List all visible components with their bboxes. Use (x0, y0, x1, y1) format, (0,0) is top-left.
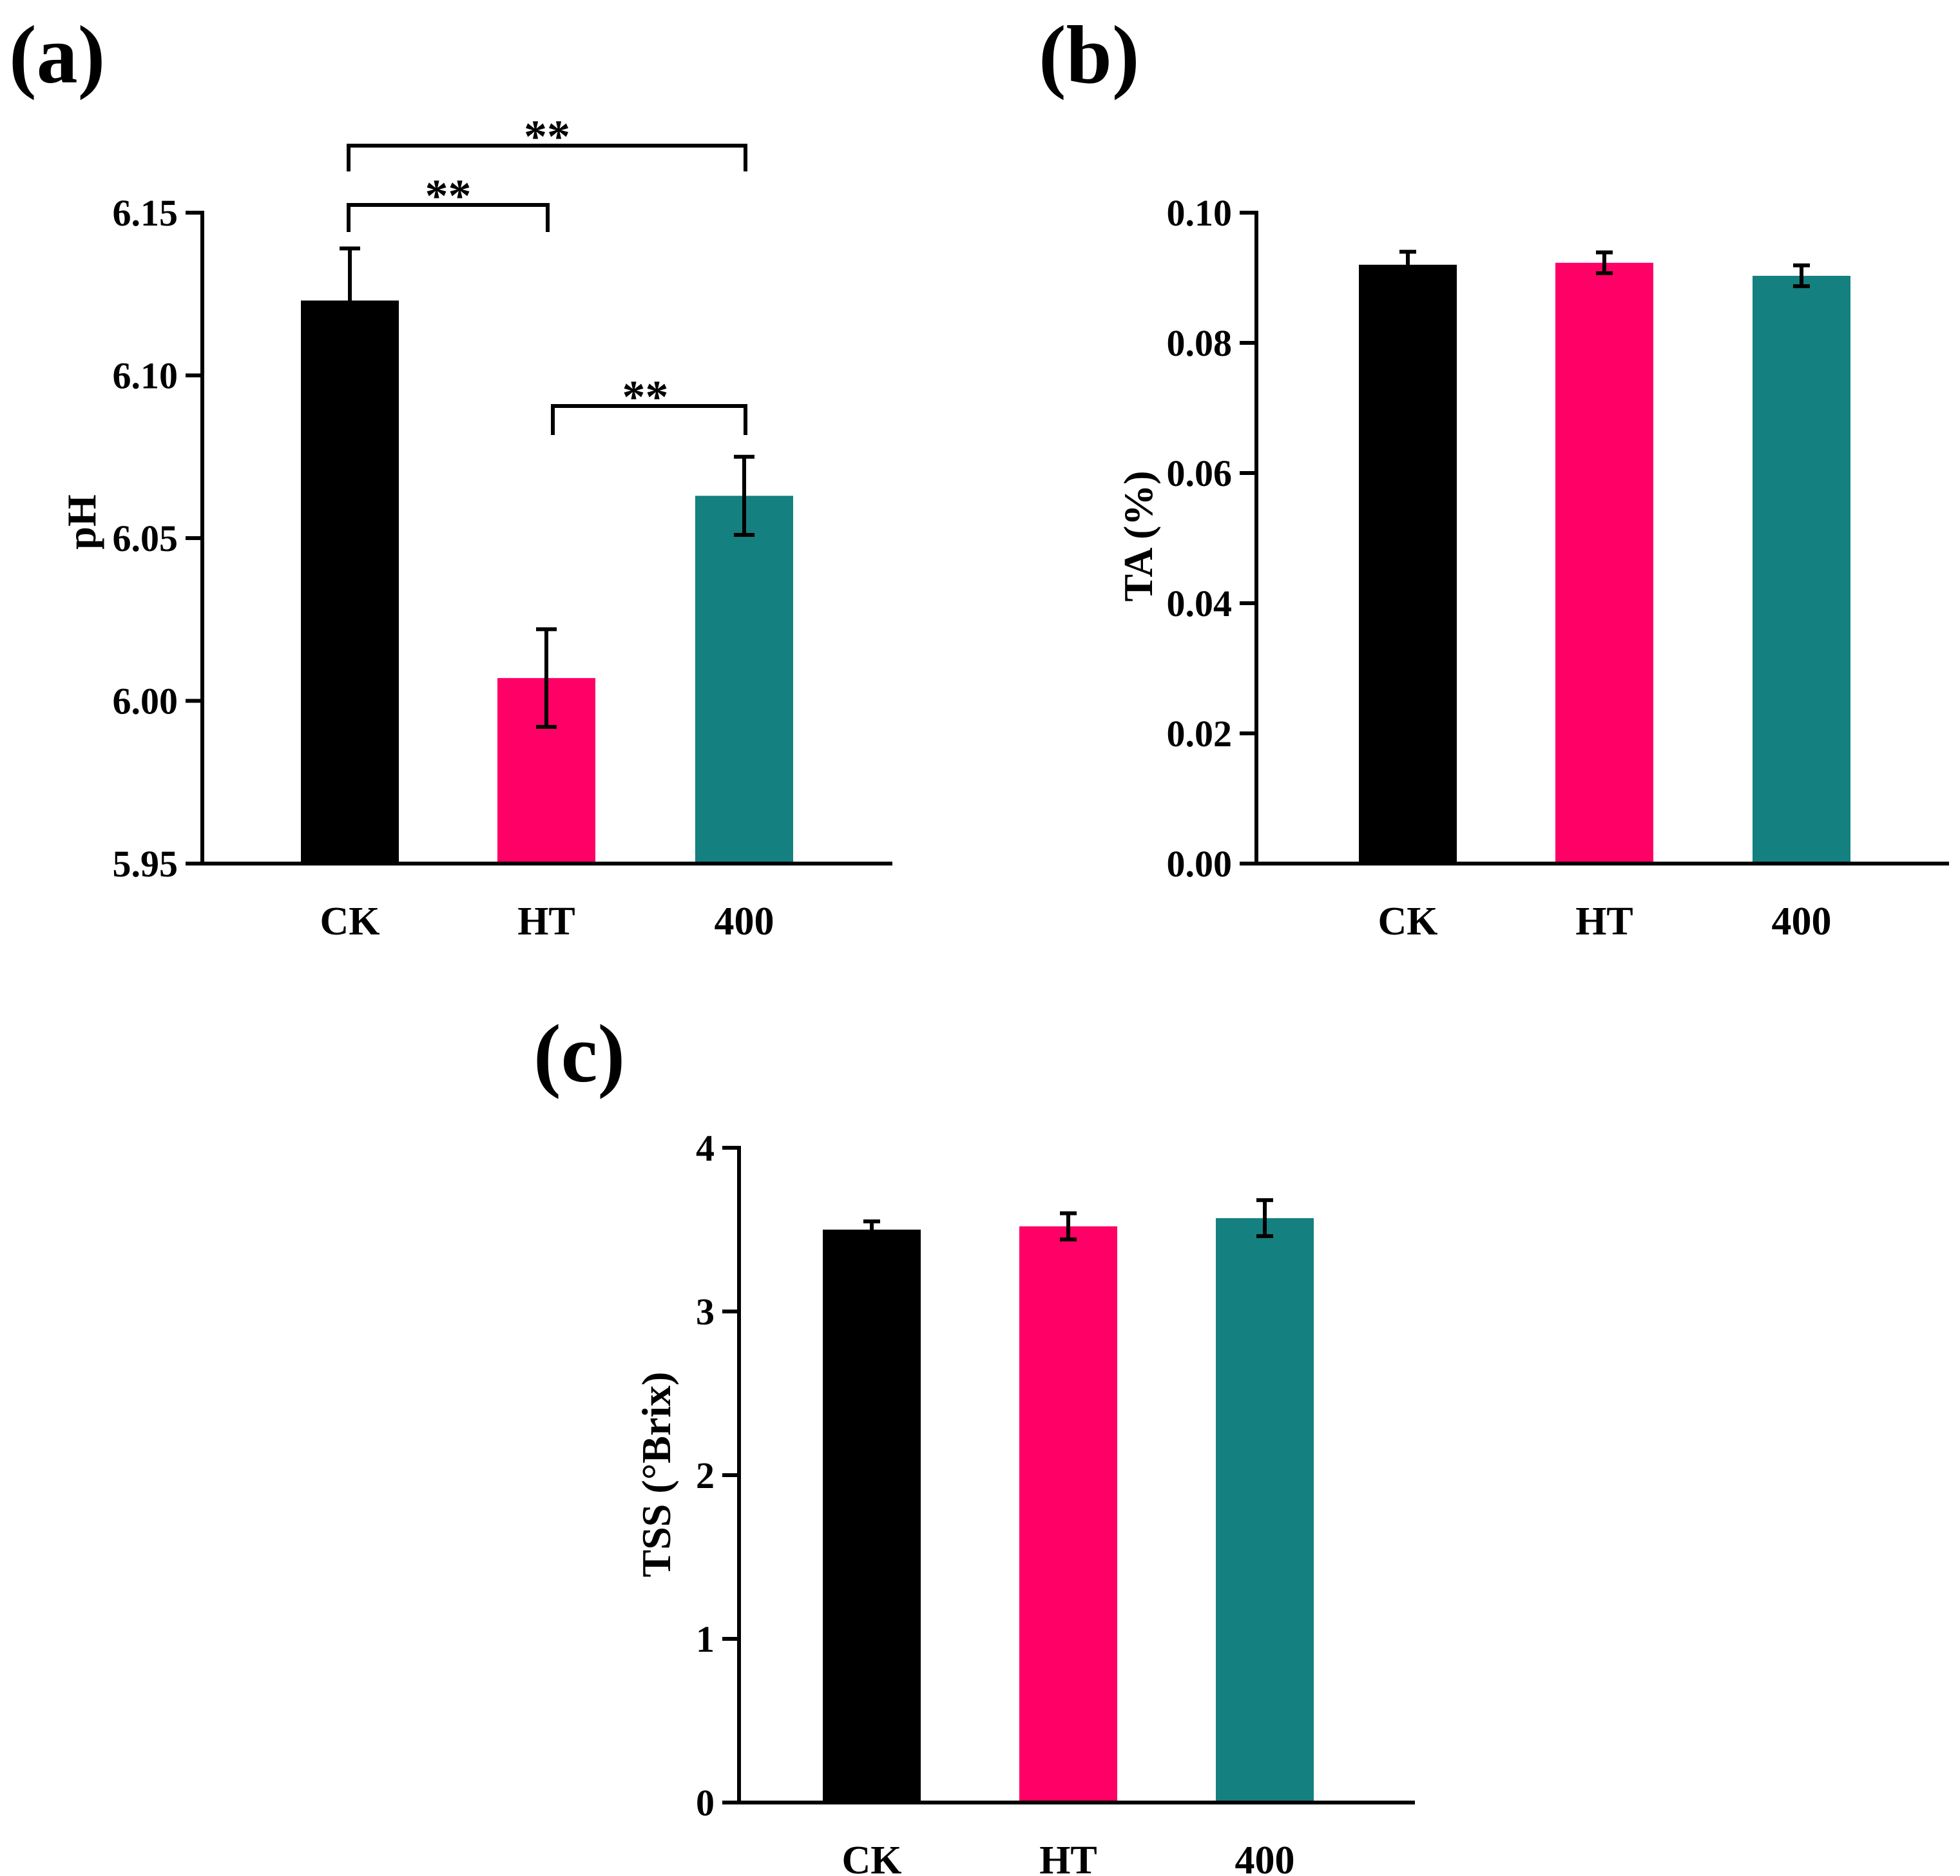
panel-b-x-tick-label-400: 400 (1772, 900, 1832, 943)
panel-a-significance-label: ** (425, 170, 472, 222)
panel-a-error-bar-400 (734, 454, 754, 537)
panel-b-bar-400 (1753, 275, 1850, 864)
panel-b-y-tick-label: 0.02 (1167, 713, 1233, 755)
panel-a-significance-bracket (347, 203, 550, 232)
panel-c-y-tick-label: 2 (696, 1455, 715, 1496)
panel-a-label: (a) (9, 9, 105, 101)
panel-a: (a) pH 5.95 6.00 6.05 6.10 6.15 CK HT 400 ** ** ** (9, 9, 892, 943)
panel-a-significance-label: ** (524, 111, 570, 162)
panel-a-significance-bracket (551, 404, 747, 435)
panel-c-y-tick-label: 1 (696, 1618, 715, 1660)
panel-b-error-bar-400 (1793, 263, 1810, 289)
panel-a-y-axis-title: pH (59, 494, 104, 549)
panel-b-bar-ck (1359, 264, 1457, 864)
panel-b-x-tick-label-ck: CK (1378, 900, 1438, 943)
panel-b-y-tick-label: 0.10 (1167, 192, 1233, 234)
panel-a-significance-label: ** (622, 371, 669, 423)
panel-b-label: (b) (1039, 9, 1139, 101)
panel-c-bar-ht (1019, 1226, 1117, 1803)
panel-c-x-tick-label-ht: HT (1039, 1839, 1097, 1876)
panel-b-bar-ht (1555, 262, 1653, 864)
panel-c-y-tick-label: 4 (696, 1127, 715, 1169)
panel-c: (c) TSS (°Brix) 0 1 2 3 4 CK HT 400 (533, 1008, 1415, 1876)
panel-a-x-tick-label-ht: HT (517, 900, 575, 943)
panel-b-y-tick-label: 0.00 (1167, 843, 1233, 885)
panel-c-y-axis-title: TSS (°Brix) (633, 1372, 679, 1578)
panel-c-bar-ck (823, 1230, 921, 1803)
panel-c-error-bar-400 (1256, 1198, 1273, 1239)
panel-c-y-tick-label: 3 (696, 1291, 715, 1333)
panel-b: (b) TA (%) 0.00 0.02 0.04 0.06 0.08 0.10 CK HT 4… (1039, 9, 1949, 943)
panel-b-y-tick-label: 0.08 (1167, 322, 1233, 364)
panel-a-y-tick-label: 6.10 (113, 355, 178, 397)
panel-c-error-bar-ck (863, 1219, 880, 1240)
panel-a-y-tick-label: 6.05 (113, 517, 178, 559)
panel-a-y-tick-label: 5.95 (113, 843, 178, 885)
panel-a-error-bar-ht (536, 627, 557, 729)
panel-c-label: (c) (533, 1008, 625, 1099)
panel-b-error-bar-ck (1399, 249, 1416, 280)
panel-a-significance-bracket (347, 144, 747, 171)
panel-a-bar-400 (695, 496, 793, 864)
panel-b-x-tick-label-ht: HT (1575, 900, 1633, 943)
panel-a-x-tick-label-400: 400 (715, 900, 774, 943)
panel-b-y-tick-label: 0.06 (1167, 452, 1233, 494)
panel-c-bar-400 (1216, 1218, 1314, 1803)
panel-a-y-tick-label: 6.00 (113, 681, 178, 722)
panel-c-x-tick-label-400: 400 (1235, 1839, 1295, 1876)
panel-b-y-tick-label: 0.04 (1167, 583, 1233, 624)
panel-c-x-tick-label-ck: CK (842, 1839, 902, 1876)
panel-a-x-tick-label-ck: CK (320, 900, 380, 943)
panel-a-bar-ck (301, 300, 399, 864)
panel-c-y-tick-label: 0 (696, 1782, 715, 1824)
panel-c-error-bar-ht (1060, 1211, 1077, 1242)
panel-a-y-tick-label: 6.15 (113, 192, 178, 234)
panel-b-error-bar-ht (1596, 250, 1613, 275)
panel-a-error-bar-ck (340, 246, 360, 355)
panel-b-y-axis-title: TA (%) (1115, 470, 1161, 601)
